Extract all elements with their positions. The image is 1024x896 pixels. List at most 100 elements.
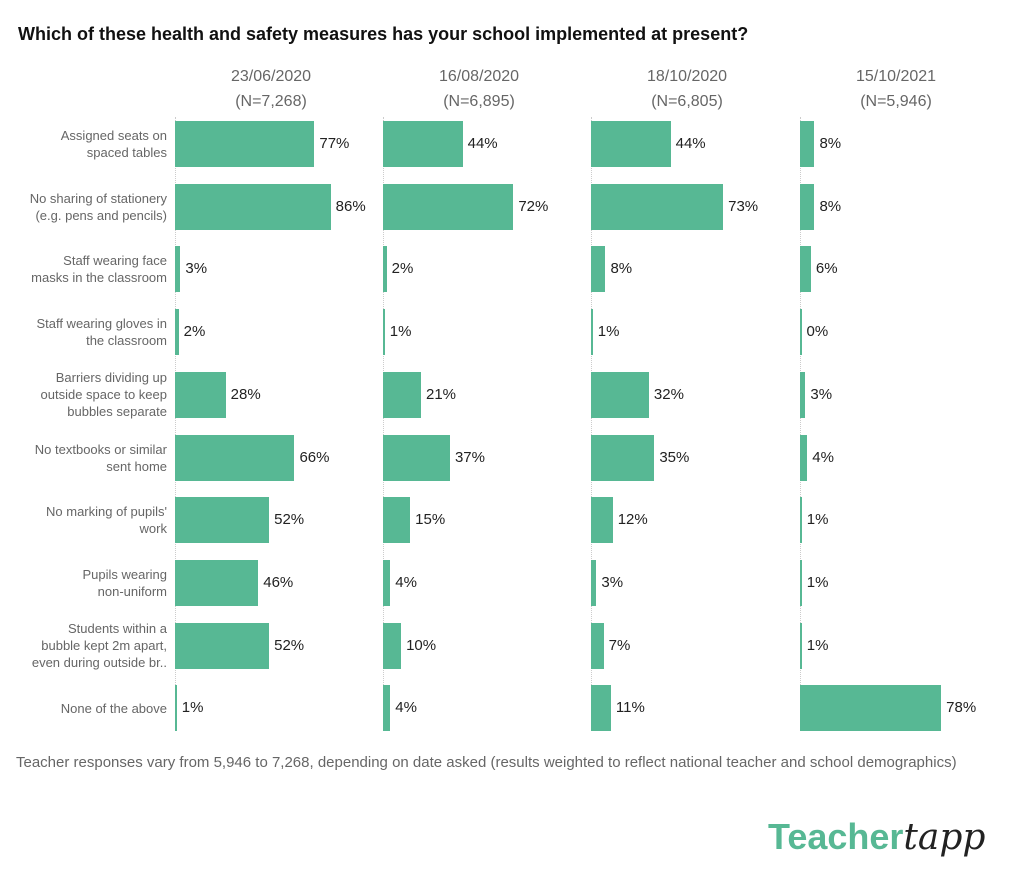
data-label: 7%	[608, 636, 631, 654]
category-label-line: sent home	[106, 458, 167, 474]
bar	[175, 622, 270, 669]
bar	[591, 622, 604, 669]
bar	[591, 559, 597, 606]
bar	[591, 246, 606, 293]
data-label: 11%	[615, 699, 645, 717]
data-label: 37%	[454, 448, 485, 466]
data-label: 1%	[389, 323, 412, 341]
bar	[383, 371, 421, 418]
category-label: Barriers dividing up outside space to kee…	[0, 369, 167, 420]
category-label-line: Assigned seats on	[60, 128, 167, 143]
category-label-line: No marking of pupils'	[46, 504, 167, 520]
bar	[591, 309, 593, 356]
bar	[800, 685, 942, 732]
bar	[383, 685, 391, 732]
bar	[175, 121, 315, 167]
series-date: 18/10/2020	[646, 68, 728, 85]
category-label-line: No sharing of stationery	[29, 190, 167, 206]
bar	[800, 434, 808, 481]
data-label: 46%	[263, 573, 294, 591]
series-date: 16/08/2020	[438, 68, 520, 85]
series-n: (N=5,946)	[860, 93, 932, 110]
bar	[800, 622, 802, 669]
bar	[383, 434, 450, 481]
data-label: 1%	[806, 511, 829, 529]
data-label: 86%	[335, 197, 366, 215]
category-label-line: No textbooks or similar	[34, 441, 167, 457]
bar	[175, 497, 270, 544]
bar	[800, 371, 806, 418]
chart-title: Which of these health and safety measure…	[18, 24, 749, 44]
bar	[383, 309, 385, 356]
data-label: 1%	[806, 636, 829, 654]
bar	[800, 559, 802, 606]
data-label: 52%	[274, 636, 305, 654]
data-label: 32%	[653, 385, 684, 403]
data-label: 66%	[299, 448, 330, 466]
panel-divider	[383, 117, 384, 727]
category-label-line: Staff wearing face	[63, 253, 167, 269]
bar	[591, 121, 671, 167]
data-label: 1%	[806, 573, 829, 591]
data-label: 6%	[815, 260, 838, 278]
teachertapp-logo: Teachertapp	[768, 816, 985, 858]
data-label: 10%	[406, 636, 437, 654]
data-label: 0%	[806, 323, 829, 341]
data-label: 2%	[183, 323, 206, 341]
category-label-line: Barriers dividing up	[55, 370, 167, 386]
bar	[591, 497, 613, 544]
category-label-line: non-uniform	[97, 583, 167, 599]
data-label: 72%	[518, 197, 549, 215]
bar	[175, 434, 295, 481]
series-header: 18/10/2020 (N=6,805)	[583, 64, 791, 114]
bar	[591, 685, 611, 732]
category-label-line: bubble kept 2m apart,	[41, 638, 167, 654]
logo-script: tapp	[903, 817, 986, 858]
category-label-line: masks in the classroom	[31, 270, 167, 286]
panel-divider	[175, 117, 176, 727]
category-label-line: the classroom	[86, 333, 167, 349]
series-header: 16/08/2020 (N=6,895)	[375, 64, 583, 114]
data-label: 8%	[819, 197, 842, 215]
category-label-line: outside space to keep	[40, 387, 167, 403]
category-label-line: Pupils wearing	[82, 566, 167, 582]
bar	[175, 246, 181, 293]
bar	[383, 246, 387, 293]
category-label: Pupils wearing non-uniform	[0, 566, 167, 600]
data-label: 77%	[319, 135, 350, 152]
data-label: 1%	[181, 699, 204, 717]
panel-divider	[800, 117, 801, 727]
data-label: 15%	[415, 511, 446, 529]
category-label: None of the above	[0, 700, 167, 717]
data-label: 8%	[819, 135, 842, 152]
category-label: No marking of pupils' work	[0, 503, 167, 537]
bar	[800, 497, 802, 544]
data-label: 2%	[391, 260, 414, 278]
bar	[800, 309, 802, 356]
bar	[175, 559, 259, 606]
category-label: Staff wearing gloves in the classroom	[0, 315, 167, 349]
bar	[175, 371, 226, 418]
category-label-line: Students within a	[67, 621, 167, 637]
category-label-line: (e.g. pens and pencils)	[35, 207, 167, 223]
data-label: 1%	[597, 323, 620, 341]
series-date: 23/06/2020	[230, 68, 312, 85]
data-label: 44%	[467, 135, 498, 152]
data-label: 3%	[601, 573, 624, 591]
bar	[175, 309, 179, 356]
data-label: 8%	[610, 260, 633, 278]
series-n: (N=7,268)	[235, 93, 307, 110]
data-label: 12%	[617, 511, 648, 529]
bar	[383, 559, 391, 606]
category-label-line: None of the above	[60, 700, 167, 716]
data-label: 35%	[659, 448, 690, 466]
bar	[175, 183, 331, 230]
data-label: 3%	[810, 385, 833, 403]
category-label-line: spaced tables	[86, 145, 167, 160]
bar	[383, 622, 402, 669]
bar	[383, 183, 514, 230]
footnote: Teacher responses vary from 5,946 to 7,2…	[16, 754, 957, 771]
bar	[591, 371, 649, 418]
category-label: No sharing of stationery (e.g. pens and p…	[0, 190, 167, 224]
